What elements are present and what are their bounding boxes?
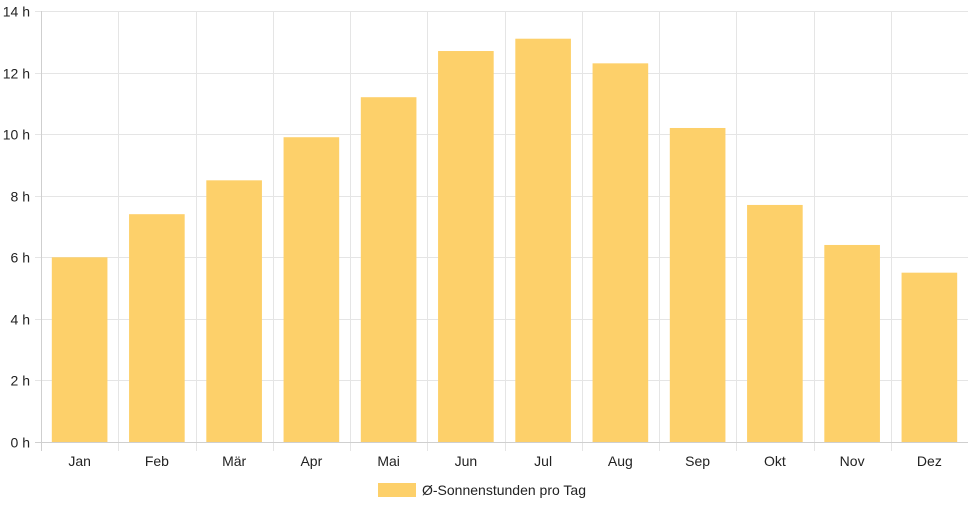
bar [669, 127, 726, 442]
bar [901, 272, 958, 442]
legend-label: Ø-Sonnenstunden pro Tag [422, 482, 586, 498]
x-tick-label: Jun [455, 453, 478, 469]
y-tick-label: 6 h [11, 250, 30, 266]
bar [129, 214, 185, 442]
x-tick-label: Dez [917, 453, 942, 469]
bar [51, 257, 108, 442]
x-tick-label: Jul [534, 453, 552, 469]
grid-lines [35, 11, 968, 451]
x-tick-label: Aug [608, 453, 633, 469]
bar-series [51, 38, 958, 443]
x-tick-label: Mär [222, 453, 246, 469]
y-tick-label: 4 h [11, 312, 30, 328]
bar [206, 180, 262, 443]
y-tick-label: 10 h [3, 127, 30, 143]
y-tick-label: 12 h [3, 66, 30, 82]
y-tick-label: 14 h [3, 4, 30, 20]
x-tick-label: Apr [300, 453, 322, 469]
x-tick-label: Feb [145, 453, 169, 469]
legend-swatch [378, 483, 416, 497]
legend[interactable]: Ø-Sonnenstunden pro Tag [378, 480, 586, 500]
y-axis-labels: 0 h 2 h 4 h 6 h 8 h 10 h 12 h 14 h [3, 4, 30, 451]
x-tick-label: Sep [685, 453, 710, 469]
bar [824, 244, 880, 442]
x-axis-labels: Jan Feb Mär Apr Mai Jun Jul Aug Sep Okt Nov Dez [68, 453, 941, 469]
y-tick-label: 2 h [11, 373, 30, 389]
y-tick-label: 8 h [11, 189, 30, 205]
x-tick-label: Okt [764, 453, 786, 469]
bar [515, 38, 571, 442]
x-tick-label: Mai [377, 453, 400, 469]
x-tick-label: Nov [840, 453, 865, 469]
axes [35, 11, 968, 451]
bar [747, 204, 803, 442]
x-tick-label: Jan [68, 453, 91, 469]
bar [360, 97, 417, 442]
y-tick-label: 0 h [11, 435, 30, 451]
bar [592, 63, 649, 442]
bar [283, 137, 340, 442]
bar [438, 51, 494, 443]
